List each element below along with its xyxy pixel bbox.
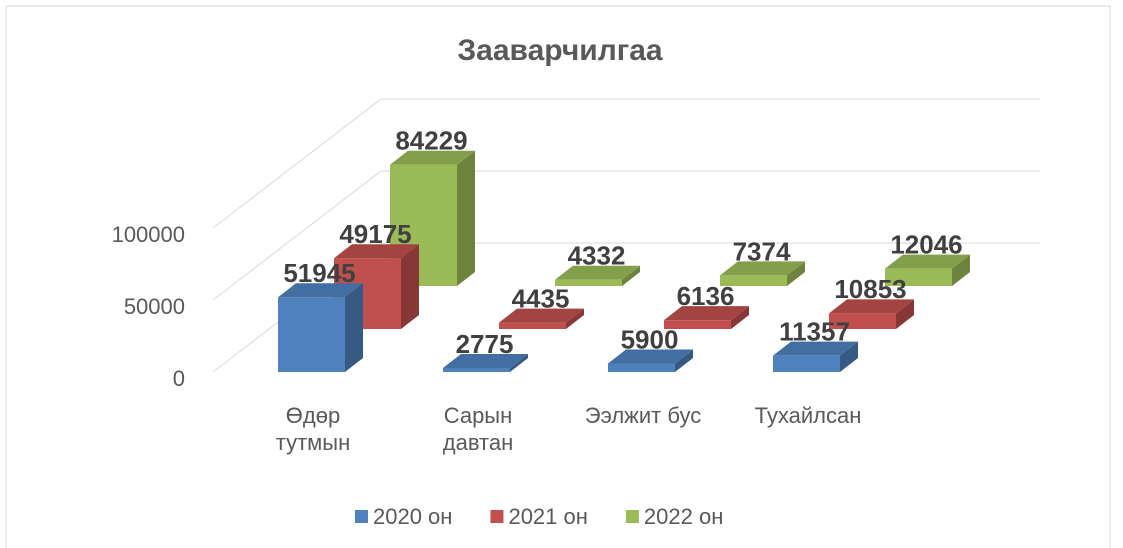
- bar-top: [664, 306, 749, 321]
- x-tick-label: Сарын давтан: [442, 403, 514, 455]
- bar-top: [885, 254, 970, 269]
- legend-swatch: [625, 510, 639, 523]
- bar-top: [720, 261, 805, 276]
- bar: [829, 299, 914, 329]
- bar-side: [457, 150, 475, 286]
- data-label: 12046: [890, 230, 962, 260]
- bar-front: [443, 368, 510, 372]
- x-tick-label: Өдөр тутмын: [275, 403, 351, 455]
- bar-top: [608, 349, 693, 364]
- data-label: 4435: [512, 283, 570, 313]
- bar: [555, 265, 640, 286]
- bar-front: [555, 279, 622, 286]
- bar-top: [499, 308, 584, 323]
- bar-front: [885, 268, 952, 286]
- bar-side: [510, 354, 528, 372]
- bar-front: [278, 297, 345, 372]
- bar-side: [622, 265, 640, 286]
- data-label: 7374: [733, 236, 791, 266]
- bar-top: [555, 265, 640, 280]
- data-label: 49175: [339, 219, 411, 249]
- bar: [499, 308, 584, 329]
- bar-front: [608, 363, 675, 372]
- bar-top: [278, 283, 363, 298]
- bar-front: [829, 313, 896, 329]
- bar-side: [896, 299, 914, 329]
- bar-front: [499, 322, 566, 329]
- bar-front: [773, 355, 840, 372]
- data-label: 5900: [621, 324, 679, 354]
- bar-side: [401, 244, 419, 329]
- bar-side: [345, 283, 363, 372]
- legend-label: 2021 он: [508, 504, 587, 529]
- data-label: 11357: [779, 317, 850, 347]
- legend-swatch: [355, 510, 368, 523]
- legend-swatch: [490, 510, 504, 523]
- bar-side: [840, 341, 858, 372]
- bar-side: [675, 349, 693, 372]
- bar-top: [443, 354, 528, 369]
- bar: [720, 261, 805, 286]
- x-tick-label: Тухайлсан: [754, 403, 862, 428]
- bar-side: [731, 306, 749, 329]
- data-label: 6136: [677, 281, 735, 311]
- bar-top: [773, 341, 858, 356]
- bar-side: [566, 308, 584, 329]
- y-tick-label: 100000: [112, 222, 185, 247]
- bar-front: [720, 275, 787, 286]
- bar-top: [334, 244, 419, 259]
- bar: [608, 349, 693, 372]
- chart-title: Зааварчилгаа: [457, 34, 663, 67]
- bar: [278, 283, 363, 372]
- x-tick-label: Ээлжит бус: [584, 403, 702, 428]
- y-tick-label: 50000: [124, 294, 185, 319]
- data-label: 4332: [568, 241, 626, 271]
- legend-label: 2022 он: [644, 504, 723, 529]
- grid-line: [212, 170, 1040, 301]
- grid-line: [212, 242, 1040, 373]
- bar-side: [787, 261, 805, 286]
- bar-top: [390, 150, 475, 165]
- legend-label: 2020 он: [373, 504, 452, 529]
- bar-front: [664, 320, 731, 329]
- data-label: 2775: [456, 329, 514, 359]
- bar-top: [829, 299, 914, 314]
- bar: [885, 254, 970, 286]
- grid-line: [212, 98, 1040, 229]
- bar: [443, 354, 528, 372]
- bar-side: [952, 254, 970, 286]
- data-label: 10853: [834, 274, 906, 304]
- y-tick-label: 0: [173, 366, 185, 391]
- data-label: 84229: [395, 126, 467, 156]
- bar: [664, 306, 749, 329]
- data-label: 51945: [283, 258, 355, 288]
- bar: [773, 341, 858, 372]
